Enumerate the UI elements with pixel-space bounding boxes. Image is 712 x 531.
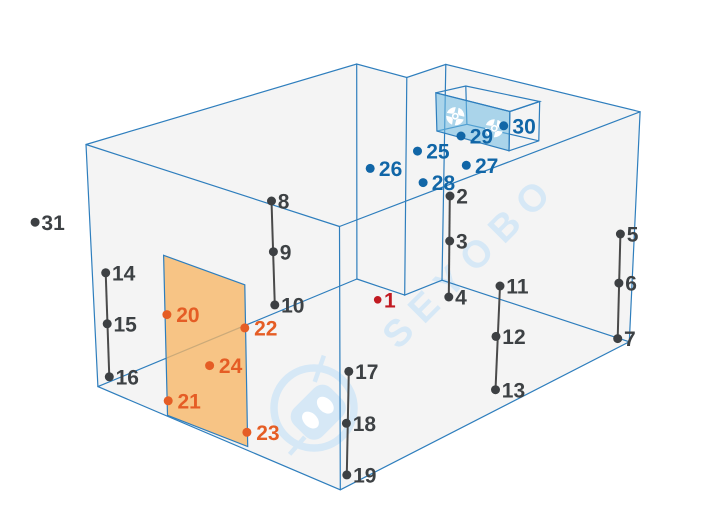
svg-text:6: 6	[625, 273, 637, 296]
svg-text:15: 15	[114, 313, 138, 336]
svg-text:19: 19	[353, 465, 376, 488]
svg-text:27: 27	[475, 155, 498, 178]
svg-text:29: 29	[470, 126, 493, 149]
svg-text:16: 16	[116, 366, 139, 389]
svg-text:8: 8	[278, 191, 290, 214]
svg-text:12: 12	[502, 326, 525, 349]
svg-text:17: 17	[355, 361, 378, 384]
svg-text:10: 10	[281, 295, 304, 318]
svg-text:3: 3	[456, 231, 468, 254]
svg-text:30: 30	[512, 115, 535, 138]
svg-text:20: 20	[176, 304, 199, 327]
svg-text:11: 11	[506, 276, 529, 299]
svg-text:24: 24	[219, 355, 243, 378]
svg-text:22: 22	[254, 318, 277, 341]
svg-text:4: 4	[455, 287, 467, 310]
svg-text:13: 13	[502, 379, 525, 402]
svg-text:7: 7	[624, 328, 636, 351]
svg-text:23: 23	[256, 422, 279, 445]
svg-text:1: 1	[384, 289, 396, 312]
svg-text:9: 9	[280, 241, 292, 264]
svg-text:14: 14	[112, 262, 136, 285]
svg-text:21: 21	[178, 390, 202, 413]
svg-text:5: 5	[627, 224, 639, 247]
svg-text:26: 26	[379, 158, 402, 181]
svg-text:31: 31	[41, 212, 65, 235]
svg-text:28: 28	[432, 172, 456, 195]
svg-text:25: 25	[426, 141, 450, 164]
svg-text:18: 18	[353, 413, 377, 436]
svg-text:2: 2	[456, 186, 468, 209]
